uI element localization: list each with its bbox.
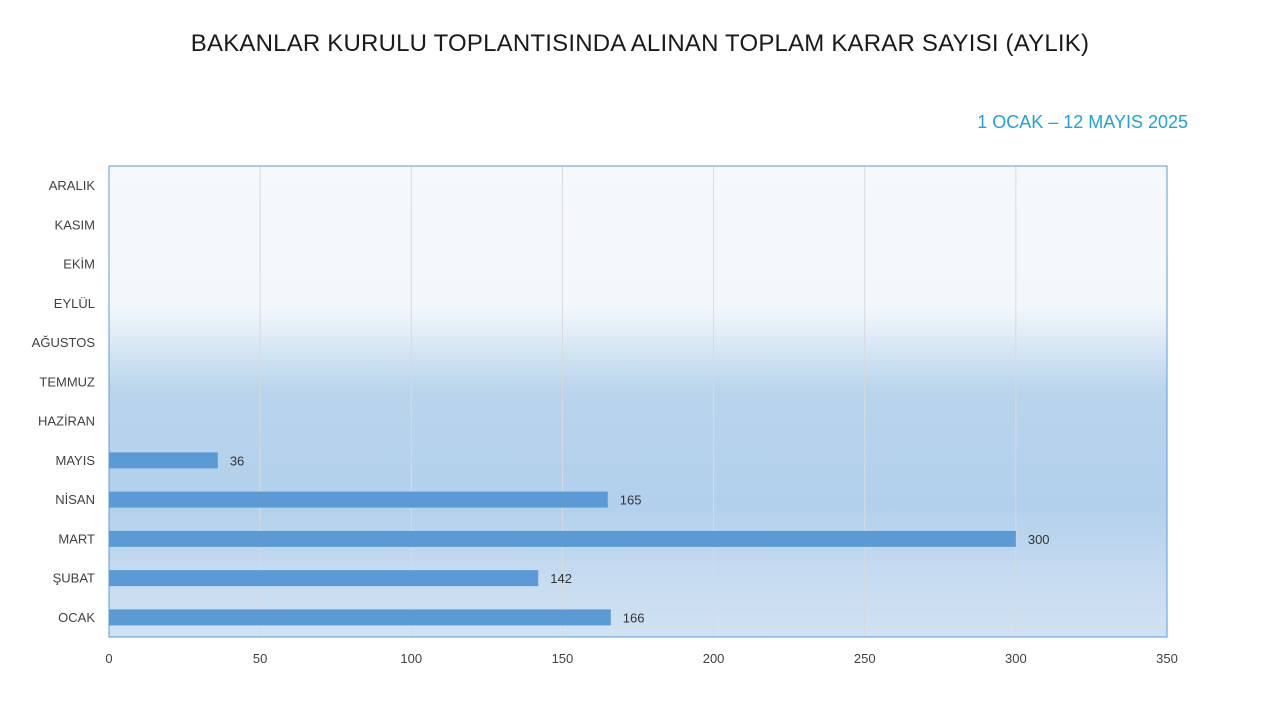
x-tick-label: 200	[703, 651, 725, 666]
x-tick-label: 350	[1156, 651, 1178, 666]
bar	[109, 570, 539, 587]
x-tick-label: 0	[105, 651, 112, 666]
category-label: MART	[58, 531, 95, 546]
data-label: 142	[550, 571, 572, 586]
category-label: MAYIS	[56, 453, 96, 468]
x-tick-label: 150	[552, 651, 574, 666]
chart-title: BAKANLAR KURULU TOPLANTISINDA ALINAN TOP…	[190, 30, 1090, 57]
x-tick-label: 300	[1005, 651, 1027, 666]
category-label: TEMMUZ	[39, 374, 95, 389]
category-label: EYLÜL	[54, 296, 95, 311]
x-tick-labels: 0 50 100 150 200 250 300 350	[105, 651, 1177, 666]
bar	[109, 609, 611, 626]
bar	[109, 530, 1016, 547]
category-label: ARALIK	[49, 178, 96, 193]
data-labels: 166 142 300 165 36	[230, 453, 1050, 625]
category-label: OCAK	[58, 610, 95, 625]
data-label: 36	[230, 453, 244, 468]
category-label: ŞUBAT	[53, 571, 95, 586]
bars	[109, 452, 1016, 626]
x-tick-label: 100	[400, 651, 422, 666]
plot-area	[109, 166, 1167, 637]
data-label: 165	[620, 493, 642, 508]
data-label: 300	[1028, 532, 1050, 547]
x-tick-label: 50	[253, 651, 267, 666]
data-label: 166	[623, 610, 645, 625]
category-label: KASIM	[55, 217, 95, 232]
category-label: AĞUSTOS	[32, 335, 96, 350]
plot-border	[108, 165, 1168, 638]
category-labels: OCAK ŞUBAT MART NİSAN MAYIS HAZİRAN TEMMUZ AĞUS…	[32, 178, 96, 625]
bar	[109, 491, 608, 508]
chart-subtitle: 1 OCAK – 12 MAYIS 2025	[977, 112, 1188, 132]
bar	[109, 452, 218, 469]
gridlines	[259, 166, 1017, 637]
category-label: NİSAN	[55, 492, 95, 507]
category-label: HAZİRAN	[38, 414, 95, 429]
category-label: EKİM	[63, 257, 95, 272]
x-tick-label: 250	[854, 651, 876, 666]
